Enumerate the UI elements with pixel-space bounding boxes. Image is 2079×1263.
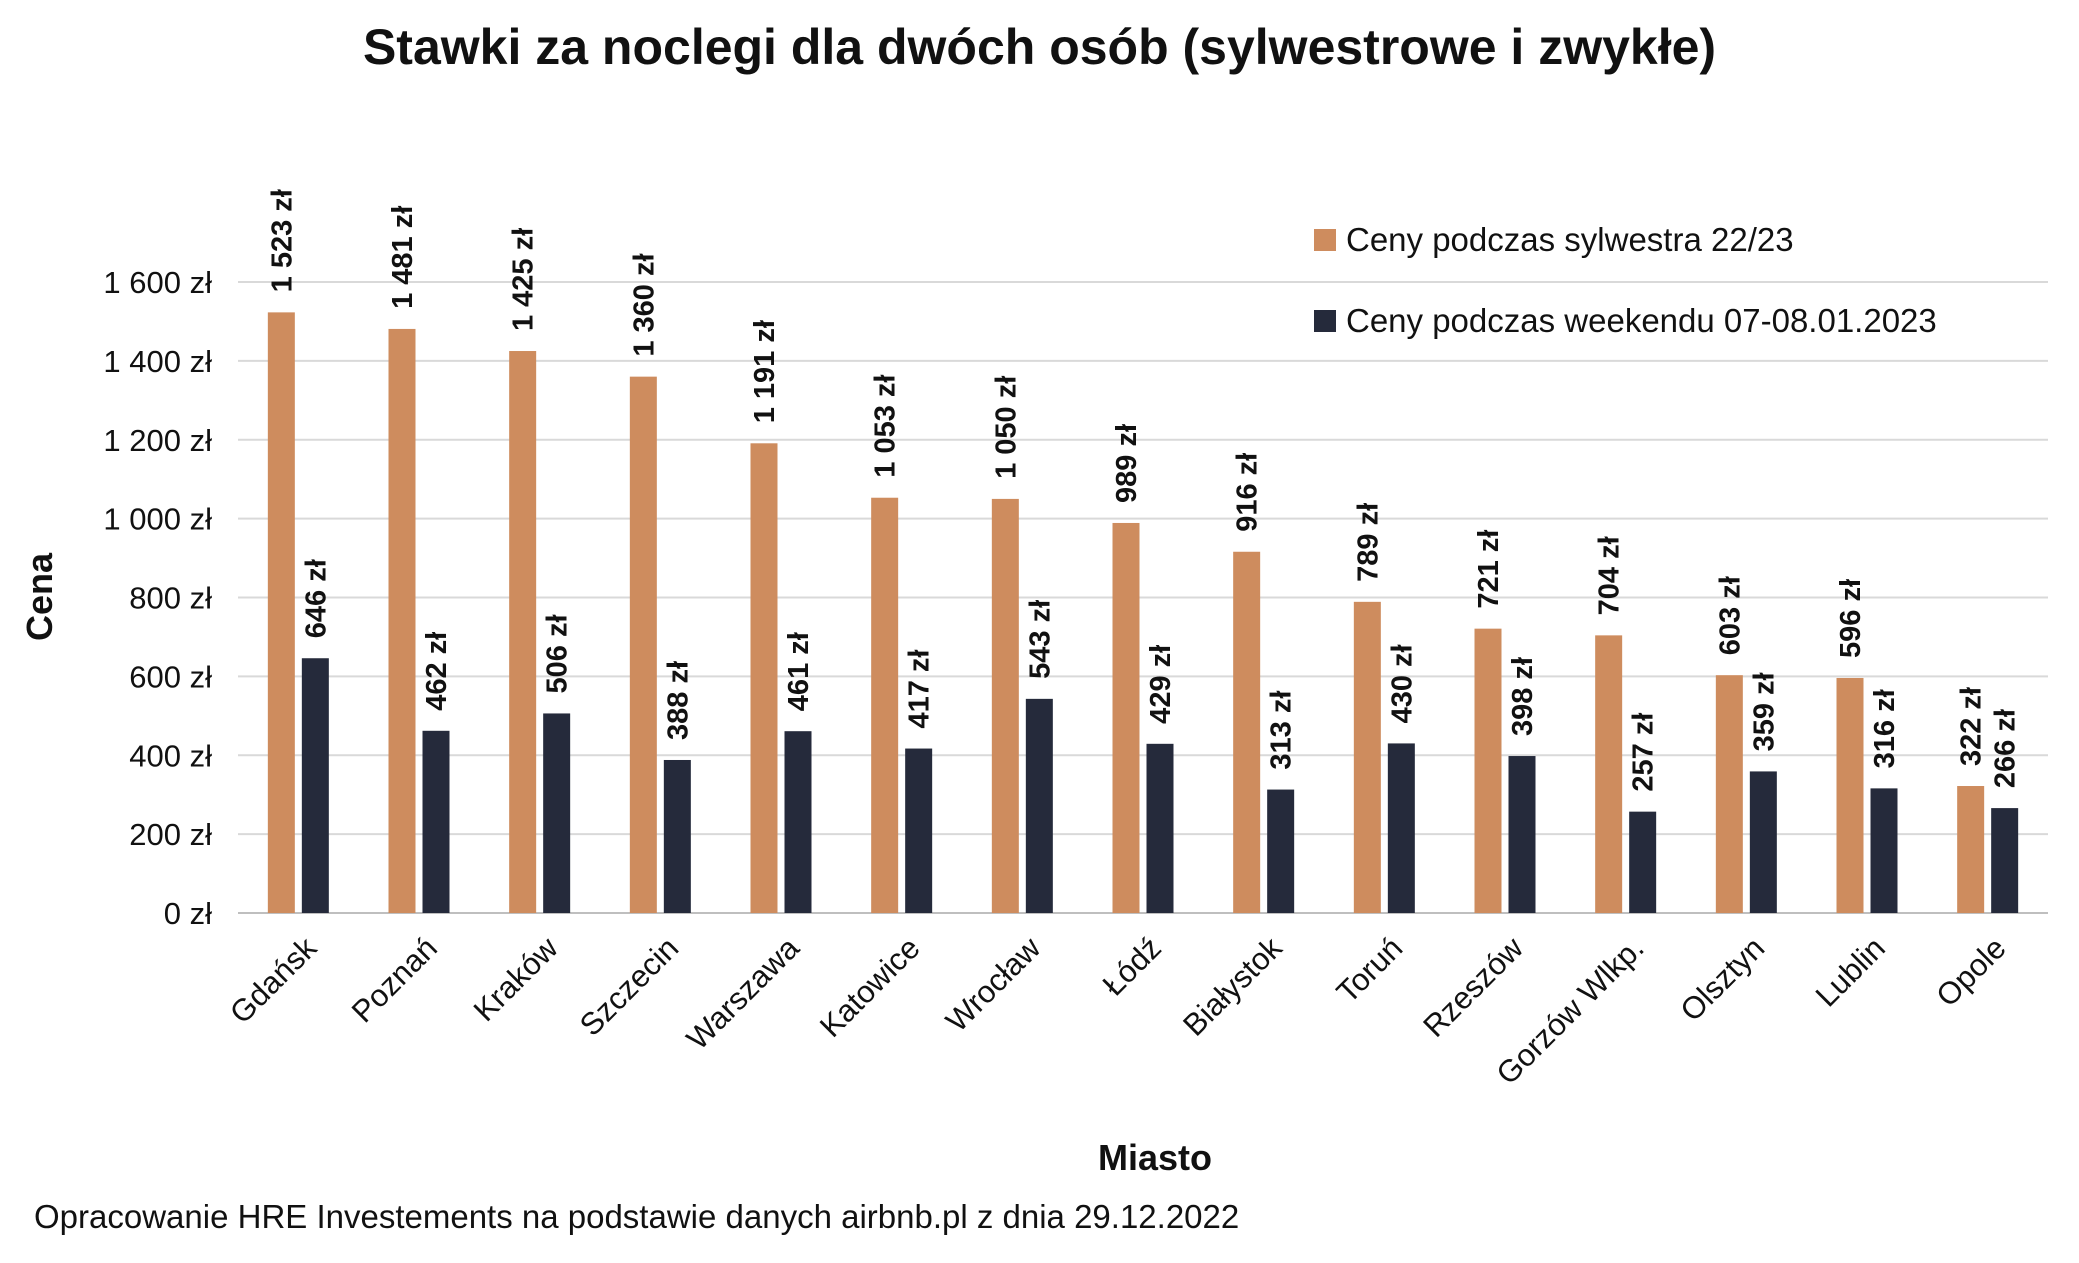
category-label: Łódź [1096,930,1168,1002]
bar-sylwester [267,312,295,913]
bar-sylwester [1957,786,1985,913]
y-tick-label: 0 zł [164,896,212,931]
category-label: Toruń [1330,930,1410,1010]
bar-weekend [1749,771,1777,913]
bar-weekend [1267,789,1295,913]
data-label-weekend: 430 zł [1386,644,1418,723]
bar-sylwester [1715,675,1743,913]
x-axis-title: Miasto [1098,1137,1212,1178]
data-label-weekend: 316 zł [1869,689,1901,768]
data-label-weekend: 313 zł [1266,691,1298,770]
category-label: Gdańsk [223,930,324,1031]
data-label-weekend: 429 zł [1145,645,1177,724]
data-label-weekend: 646 zł [300,559,332,638]
data-label-sylwester: 1 425 zł [508,228,540,331]
legend-swatch-sylwester [1314,229,1336,251]
bar-sylwester [629,376,657,913]
category-label: Poznań [345,930,444,1029]
y-tick-label: 800 zł [129,581,212,616]
category-label: Szczecin [573,930,685,1042]
y-tick-label: 1 000 zł [103,502,212,537]
bar-sylwester [1353,601,1381,913]
data-label-sylwester: 1 191 zł [749,320,781,423]
bar-weekend [1025,698,1053,913]
data-label-weekend: 506 zł [542,614,574,693]
data-label-weekend: 417 zł [904,650,936,729]
data-label-weekend: 257 zł [1628,713,1660,792]
bar-weekend [1629,811,1657,913]
bar-sylwester [1836,677,1864,913]
y-axis-title: Cena [19,552,60,641]
legend-label-sylwester: Ceny podczas sylwestra 22/23 [1346,221,1794,258]
bar-weekend [1387,743,1415,913]
chart-title: Stawki za noclegi dla dwóch osób (sylwes… [362,19,1717,75]
bar-weekend [1146,743,1174,913]
y-tick-label: 1 400 zł [103,344,212,379]
data-label-sylwester: 1 050 zł [990,376,1022,479]
bar-weekend [905,748,933,913]
legend-label-weekend: Ceny podczas weekendu 07-08.01.2023 [1346,302,1937,339]
bar-weekend [1991,808,2019,913]
category-label: Lublin [1809,930,1892,1013]
data-label-sylwester: 596 zł [1835,579,1867,658]
legend-swatch-weekend [1314,310,1336,332]
bar-sylwester [871,497,899,913]
data-label-sylwester: 1 053 zł [870,375,902,478]
y-tick-label: 200 zł [129,817,212,852]
bar-weekend [784,731,812,913]
data-label-sylwester: 603 zł [1714,576,1746,655]
bar-sylwester [1112,522,1140,913]
y-tick-label: 1 600 zł [103,265,212,300]
data-label-sylwester: 322 zł [1956,687,1988,766]
bar-sylwester [1474,628,1502,913]
bar-sylwester [750,443,778,913]
data-label-weekend: 398 zł [1507,657,1539,736]
y-tick-label: 1 200 zł [103,423,212,458]
y-tick-label: 400 zł [129,738,212,773]
data-label-sylwester: 1 481 zł [387,206,419,309]
data-label-sylwester: 916 zł [1232,453,1264,532]
bar-sylwester [991,498,1019,913]
data-label-sylwester: 721 zł [1473,530,1505,609]
category-label: Wrocław [939,930,1048,1039]
y-tick-label: 600 zł [129,659,212,694]
category-label: Rzeszów [1416,930,1530,1044]
category-label: Białystok [1176,930,1289,1043]
data-label-weekend: 388 zł [662,661,694,740]
data-label-sylwester: 704 zł [1594,536,1626,615]
bar-sylwester [509,351,537,913]
bar-weekend [422,730,450,913]
bar-weekend [1870,788,1898,913]
category-label: Olsztyn [1673,930,1771,1028]
bar-weekend [301,658,329,913]
bar-weekend [1508,756,1536,913]
data-label-sylwester: 989 zł [1111,424,1143,503]
data-label-weekend: 462 zł [421,632,453,711]
bar-sylwester [388,328,416,913]
data-label-weekend: 461 zł [783,632,815,711]
data-label-weekend: 543 zł [1024,600,1056,679]
data-label-sylwester: 1 360 zł [628,253,660,356]
data-label-weekend: 266 zł [1990,709,2022,788]
bar-weekend [543,713,571,913]
category-label: Warszawa [680,930,807,1057]
bar-weekend [663,759,691,913]
data-label-sylwester: 1 523 zł [266,189,298,292]
category-label: Opole [1929,930,2012,1013]
category-label: Katowice [813,930,927,1044]
source-note: Opracowanie HRE Investements na podstawi… [34,1198,1240,1235]
bar-sylwester [1595,635,1623,913]
category-label: Kraków [467,930,565,1028]
data-label-weekend: 359 zł [1748,672,1780,751]
bar-sylwester [1233,551,1261,913]
data-label-sylwester: 789 zł [1352,503,1384,582]
